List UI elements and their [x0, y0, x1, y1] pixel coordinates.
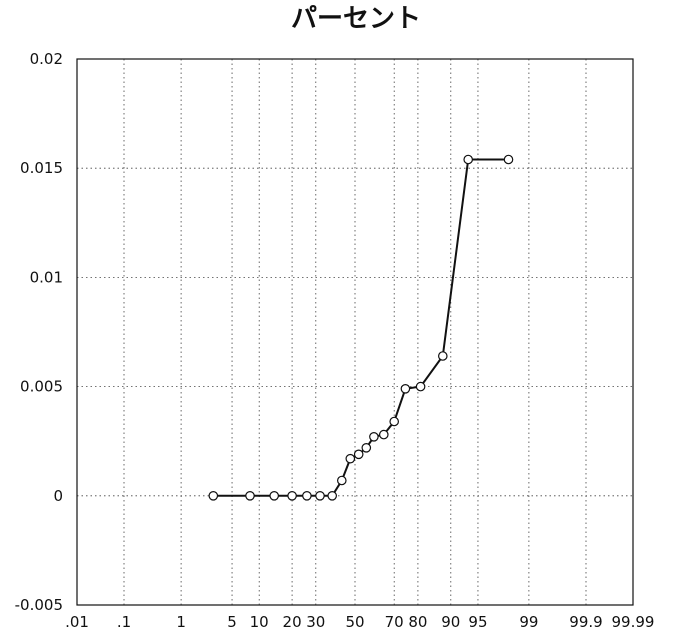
data-point: [361, 442, 372, 453]
y-tick-label: 0.015: [20, 159, 63, 177]
y-tick-label: 0: [53, 487, 63, 505]
grid-lines: [77, 59, 633, 605]
y-axis-ticks: -0.005 0 0.005 0.01 0.015 0.02: [15, 50, 63, 614]
data-point: [503, 154, 514, 165]
data-point: [353, 449, 364, 460]
y-tick-label: 0.005: [20, 378, 63, 396]
data-point: [400, 383, 411, 394]
series-layer: [208, 154, 514, 501]
data-point: [369, 431, 379, 442]
x-tick-label: 95: [468, 613, 487, 631]
data-point: [415, 381, 426, 392]
x-tick-label: 10: [250, 613, 269, 631]
x-tick-label: 80: [408, 613, 427, 631]
data-point: [389, 416, 399, 427]
data-point: [463, 154, 473, 165]
x-tick-label: 99.9: [569, 613, 602, 631]
series-line: [213, 158, 509, 497]
data-point: [437, 351, 448, 361]
x-tick-label: 1: [176, 613, 186, 631]
data-point: [287, 490, 297, 501]
data-point: [327, 490, 337, 501]
data-point: [245, 490, 255, 501]
x-tick-label: 30: [306, 613, 325, 631]
x-tick-label: 99: [519, 613, 538, 631]
data-point: [336, 475, 347, 486]
x-tick-label: 99.99: [612, 613, 655, 631]
plot-frame: [76, 58, 634, 606]
data-point: [208, 490, 219, 501]
y-tick-label: -0.005: [15, 596, 63, 614]
data-point: [345, 453, 356, 464]
y-tick-label: 0.01: [30, 268, 63, 286]
x-tick-label: 70: [385, 613, 404, 631]
data-point: [378, 429, 389, 440]
data-point: [315, 490, 325, 501]
y-tick-label: 0.02: [30, 50, 63, 68]
chart-title: パーセント: [291, 4, 421, 34]
x-tick-label: 90: [441, 613, 460, 631]
x-tick-label: 5: [227, 613, 237, 631]
data-point: [269, 490, 279, 501]
data-point: [302, 490, 312, 501]
x-tick-label: 50: [345, 613, 364, 631]
x-axis-ticks: .01 .1 1 5 10 20 30 50 70 80 90 95 99 99.9 99.99: [65, 613, 654, 631]
x-tick-label: 20: [283, 613, 302, 631]
x-tick-label: .1: [117, 613, 131, 631]
x-tick-label: .01: [65, 613, 89, 631]
